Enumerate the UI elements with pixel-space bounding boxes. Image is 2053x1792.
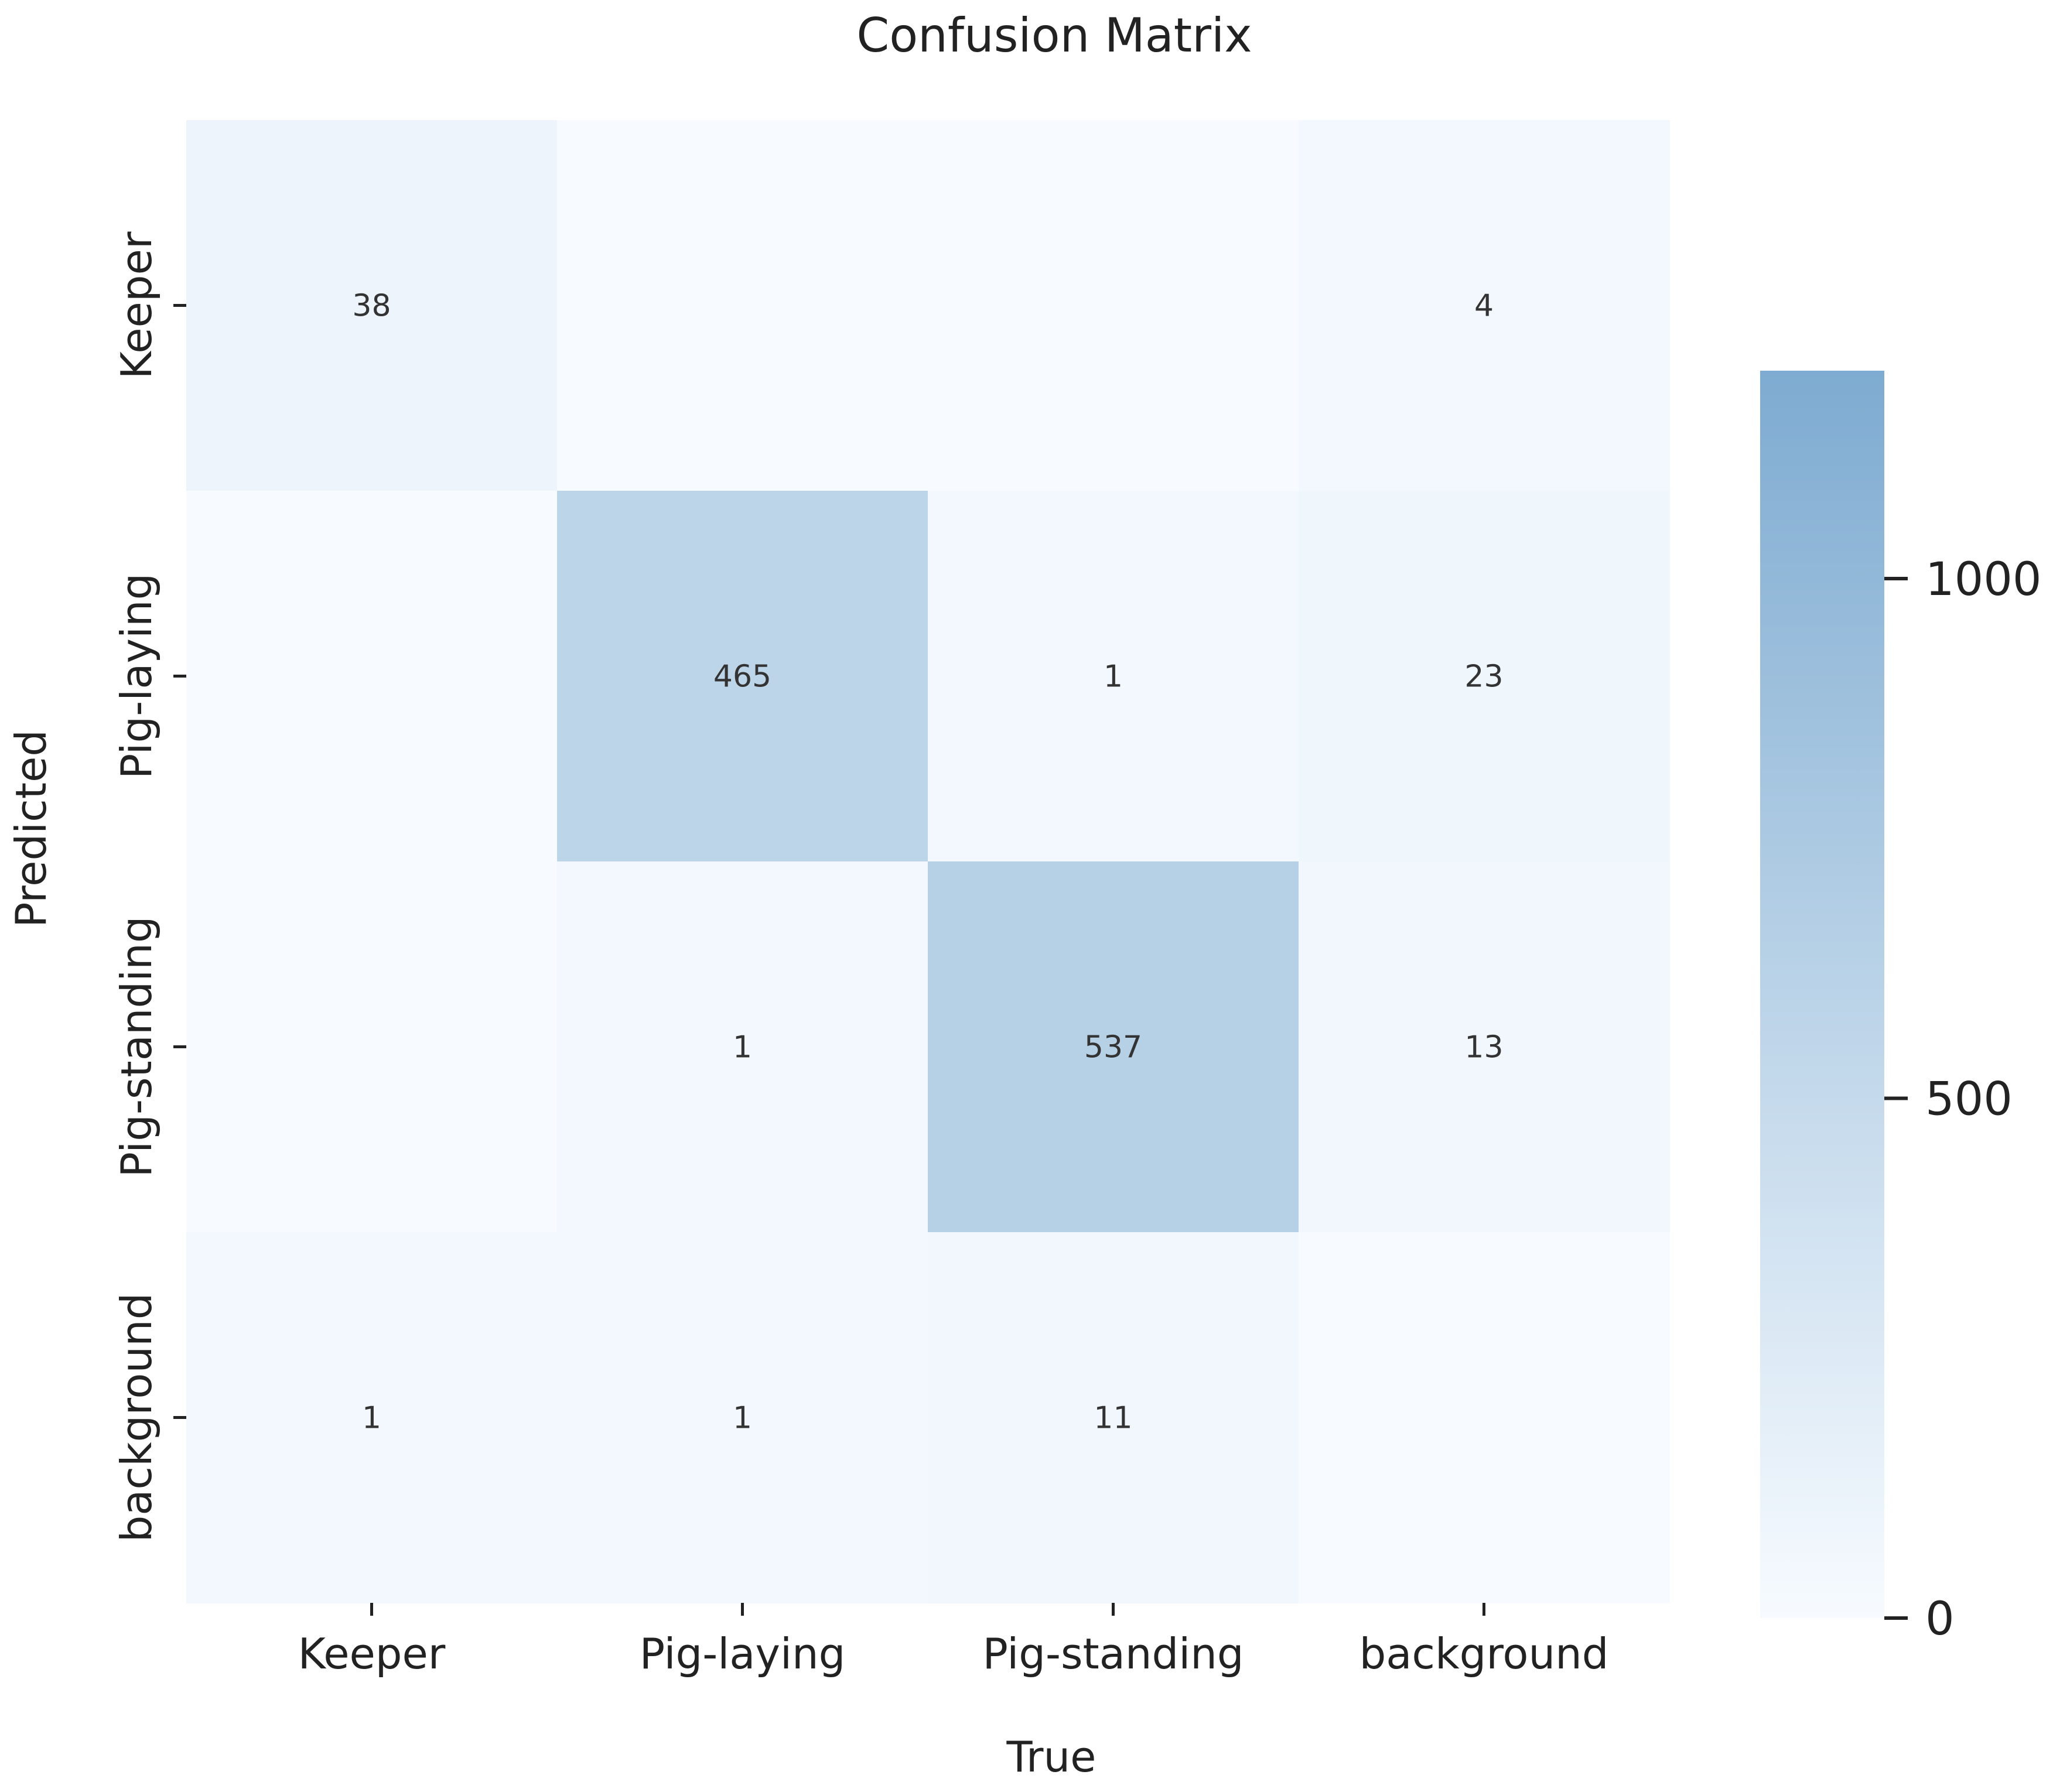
heatmap-cells (186, 120, 1670, 1603)
colorbar-gradient (1760, 371, 1884, 1618)
y-tick-label: Keeper (112, 231, 161, 379)
colorbar-tick-label: 1000 (1925, 553, 2042, 606)
cell-value-label: 38 (352, 289, 391, 324)
heatmap-cell (557, 120, 928, 491)
colorbar-tick-label: 0 (1925, 1593, 1955, 1646)
y-tick-label: Pig-laying (112, 573, 161, 779)
heatmap-cell (928, 491, 1299, 862)
heatmap-cell (557, 1232, 928, 1603)
heatmap-cell (557, 861, 928, 1233)
x-axis-label: True (1006, 1732, 1096, 1781)
heatmap-cell (1299, 120, 1670, 491)
y-tick-label: background (112, 1293, 161, 1543)
y-axis-label: Predicted (6, 730, 56, 928)
heatmap-cell (928, 861, 1299, 1233)
heatmap-cell (186, 120, 558, 491)
heatmap-cell (557, 491, 928, 862)
y-axis: Keeper Pig-laying Pig-standing background (112, 231, 186, 1542)
cell-value-label: 11 (1094, 1401, 1132, 1436)
cell-value-label: 4 (1474, 289, 1494, 324)
heatmap-cell (186, 491, 558, 862)
cell-value-label: 23 (1464, 659, 1503, 695)
x-tick-label: Pig-standing (982, 1629, 1244, 1678)
cell-value-label: 1 (362, 1401, 381, 1436)
heatmap-cell (928, 1232, 1299, 1603)
x-tick-label: background (1359, 1629, 1609, 1678)
cell-value-label: 1 (1104, 659, 1123, 695)
y-tick-label: Pig-standing (112, 916, 161, 1177)
cell-value-label: 465 (713, 659, 771, 695)
heatmap-cell (928, 120, 1299, 491)
heatmap-cell (186, 1232, 558, 1603)
x-axis: Keeper Pig-laying Pig-standing background (298, 1603, 1609, 1678)
x-tick-label: Pig-laying (640, 1629, 846, 1678)
heatmap-cell (1299, 1232, 1670, 1603)
colorbar-tick-label: 500 (1925, 1073, 2013, 1126)
heatmap-cell (186, 861, 558, 1233)
colorbar: 0 500 1000 (1760, 371, 2042, 1646)
x-tick-label: Keeper (298, 1629, 446, 1678)
heatmap-cell (1299, 491, 1670, 862)
cell-value-label: 1 (733, 1030, 752, 1065)
chart-title: Confusion Matrix (856, 8, 1252, 63)
heatmap-cell (1299, 861, 1670, 1233)
cell-value-label: 13 (1464, 1030, 1503, 1065)
cell-value-label: 537 (1084, 1030, 1142, 1065)
cell-value-label: 1 (733, 1401, 752, 1436)
